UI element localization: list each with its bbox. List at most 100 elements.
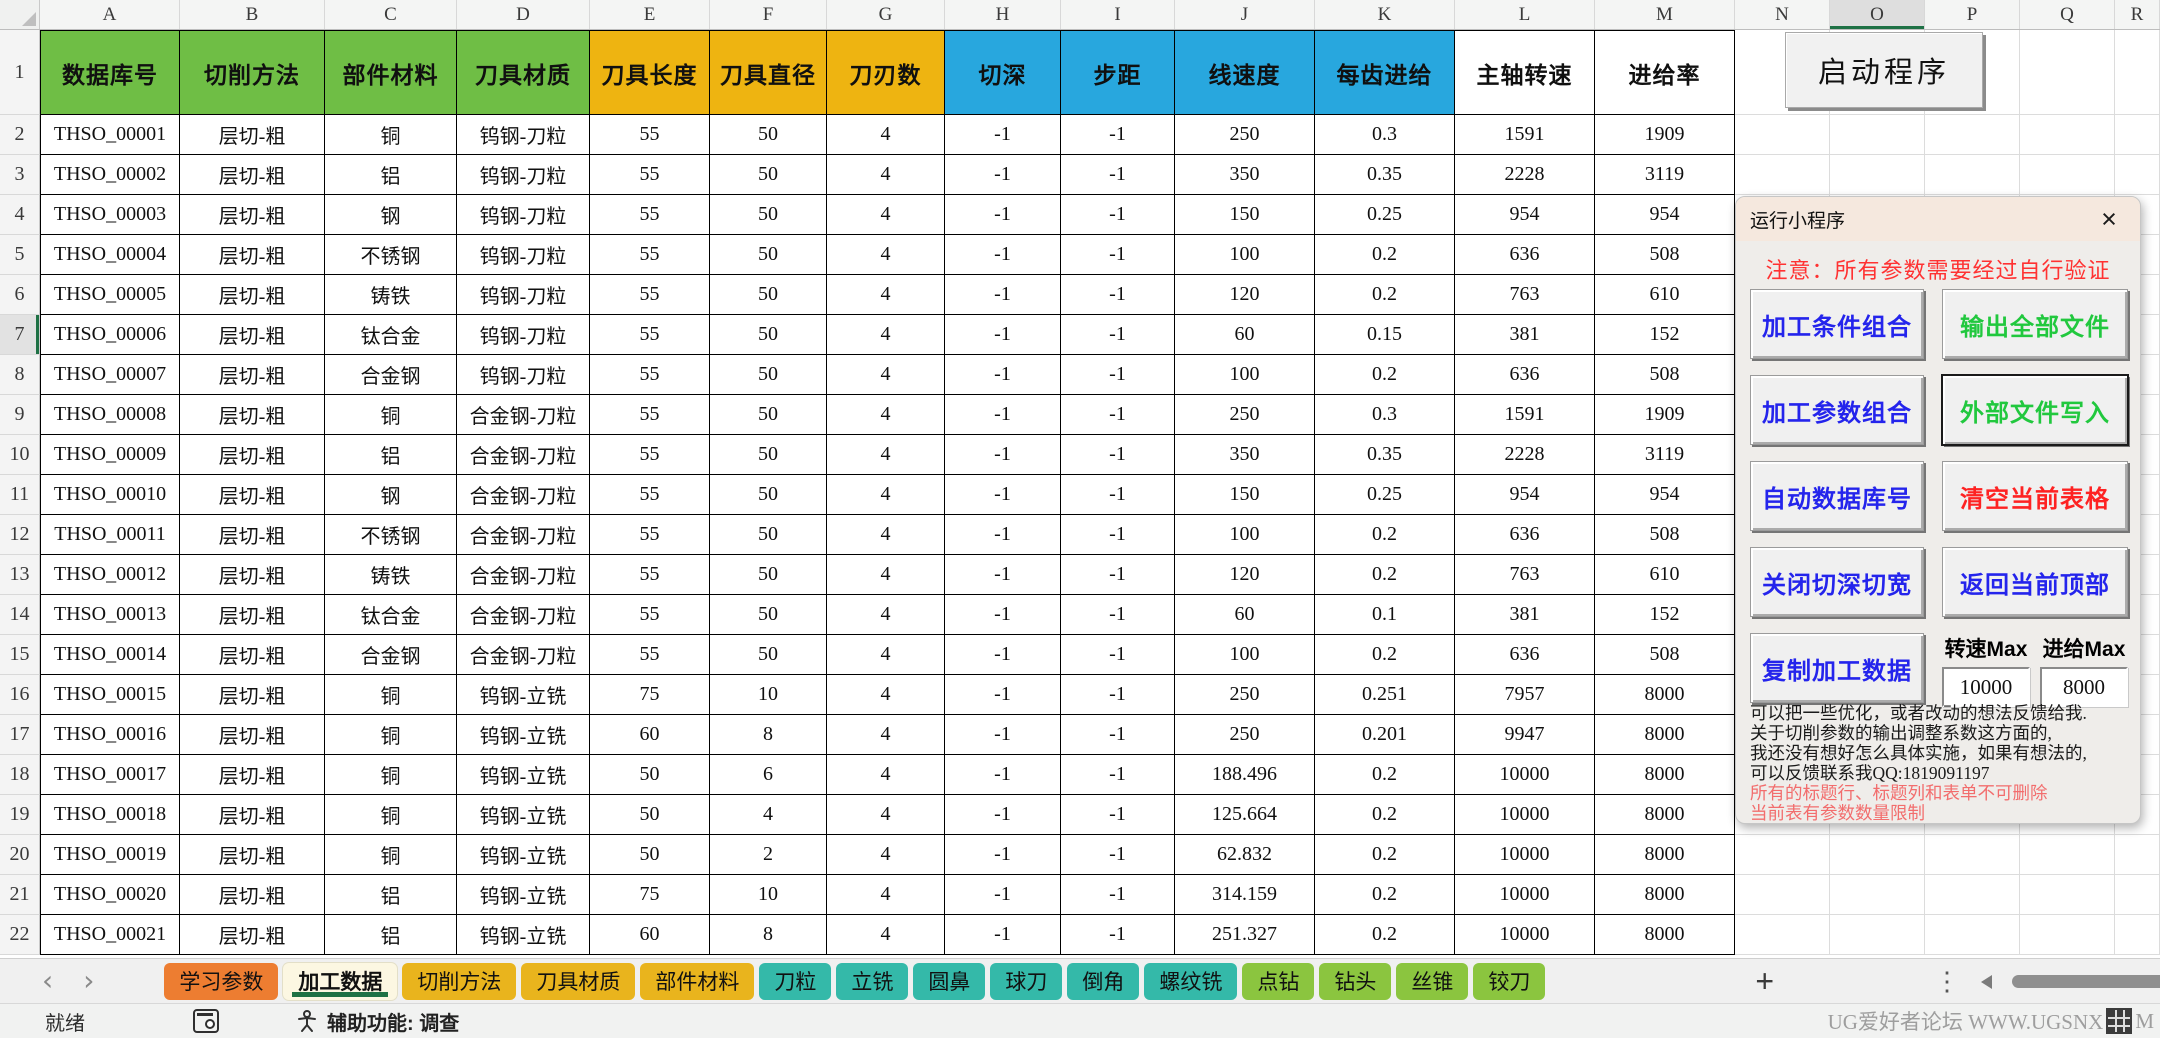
empty-cell[interactable] — [2115, 155, 2160, 195]
cell[interactable]: 4 — [827, 595, 945, 635]
empty-cell[interactable] — [2115, 115, 2160, 155]
cell[interactable]: 50 — [710, 195, 827, 235]
cell[interactable]: 钛合金 — [325, 595, 457, 635]
empty-cell[interactable] — [2020, 155, 2115, 195]
cell[interactable]: 0.2 — [1315, 355, 1455, 395]
cell[interactable]: 层切-粗 — [180, 755, 325, 795]
row-header-17[interactable]: 17 — [0, 715, 40, 755]
sheet-tab-部件材料[interactable]: 部件材料 — [640, 962, 755, 1000]
cell[interactable]: 100 — [1175, 515, 1315, 555]
dialog-button[interactable]: 输出全部文件 — [1942, 289, 2128, 359]
cell[interactable]: 251.327 — [1175, 915, 1315, 955]
cell[interactable]: 0.2 — [1315, 235, 1455, 275]
cell[interactable]: 铜 — [325, 115, 457, 155]
cell[interactable]: 50 — [710, 235, 827, 275]
cell[interactable]: 合金钢 — [325, 635, 457, 675]
cell[interactable]: -1 — [1061, 395, 1175, 435]
cell[interactable]: 层切-粗 — [180, 875, 325, 915]
cell[interactable]: 0.2 — [1315, 875, 1455, 915]
header-cell[interactable]: 步距 — [1061, 30, 1175, 115]
cell[interactable]: 954 — [1455, 195, 1595, 235]
cell[interactable]: 50 — [710, 435, 827, 475]
cell[interactable]: 钨钢-立铣 — [457, 715, 590, 755]
empty-cell[interactable] — [2020, 875, 2115, 915]
more-options-icon[interactable]: ⋮ — [1934, 965, 1960, 996]
cell[interactable]: 100 — [1175, 235, 1315, 275]
cell[interactable]: 钨钢-立铣 — [457, 835, 590, 875]
row-header-19[interactable]: 19 — [0, 795, 40, 835]
cell[interactable]: 314.159 — [1175, 875, 1315, 915]
sheet-tab-丝锥[interactable]: 丝锥 — [1396, 962, 1469, 1000]
empty-cell[interactable] — [2115, 30, 2160, 115]
empty-cell[interactable] — [1735, 115, 1830, 155]
cell[interactable]: 0.2 — [1315, 555, 1455, 595]
cell[interactable]: 钨钢-刀粒 — [457, 275, 590, 315]
column-header-Q[interactable]: Q — [2020, 0, 2115, 29]
cell[interactable]: 250 — [1175, 715, 1315, 755]
cell[interactable]: 合金钢 — [325, 355, 457, 395]
cell[interactable]: 60 — [1175, 315, 1315, 355]
cell[interactable]: 层切-粗 — [180, 315, 325, 355]
sheet-tab-立铣[interactable]: 立铣 — [836, 962, 909, 1000]
cell[interactable]: THSO_00001 — [40, 115, 180, 155]
row-header-3[interactable]: 3 — [0, 155, 40, 195]
cell[interactable]: -1 — [945, 875, 1061, 915]
cell[interactable]: THSO_00003 — [40, 195, 180, 235]
empty-cell[interactable] — [1925, 155, 2020, 195]
cell[interactable]: THSO_00010 — [40, 475, 180, 515]
cell[interactable]: 7957 — [1455, 675, 1595, 715]
column-header-A[interactable]: A — [40, 0, 180, 29]
cell[interactable]: -1 — [945, 315, 1061, 355]
cell[interactable]: 55 — [590, 355, 710, 395]
cell[interactable]: 55 — [590, 395, 710, 435]
cell[interactable]: 610 — [1595, 555, 1735, 595]
cell[interactable]: 50 — [710, 275, 827, 315]
cell[interactable]: THSO_00005 — [40, 275, 180, 315]
header-cell[interactable]: 数据库号 — [40, 30, 180, 115]
cell[interactable]: 954 — [1455, 475, 1595, 515]
cell[interactable]: 508 — [1595, 635, 1735, 675]
column-header-G[interactable]: G — [827, 0, 945, 29]
cell[interactable]: 636 — [1455, 355, 1595, 395]
dialog-button[interactable]: 自动数据库号 — [1750, 461, 1924, 531]
cell[interactable]: THSO_00017 — [40, 755, 180, 795]
cell[interactable]: 4 — [827, 515, 945, 555]
empty-cell[interactable] — [1925, 115, 2020, 155]
select-all-corner[interactable] — [0, 0, 40, 29]
cell[interactable]: 75 — [590, 875, 710, 915]
cell[interactable]: 4 — [827, 795, 945, 835]
cell[interactable]: 4 — [827, 835, 945, 875]
cell[interactable]: THSO_00020 — [40, 875, 180, 915]
cell[interactable]: 55 — [590, 435, 710, 475]
cell[interactable]: 层切-粗 — [180, 195, 325, 235]
cell[interactable]: 4 — [827, 755, 945, 795]
cell[interactable]: THSO_00013 — [40, 595, 180, 635]
hscroll-thumb[interactable] — [2012, 975, 2160, 988]
header-cell[interactable]: 部件材料 — [325, 30, 457, 115]
empty-cell[interactable] — [1925, 875, 2020, 915]
cell[interactable]: 10 — [710, 675, 827, 715]
column-header-O[interactable]: O — [1830, 0, 1925, 29]
header-cell[interactable]: 线速度 — [1175, 30, 1315, 115]
cell[interactable]: 763 — [1455, 275, 1595, 315]
cell[interactable]: 0.2 — [1315, 835, 1455, 875]
cell[interactable]: 8 — [710, 715, 827, 755]
cell[interactable]: -1 — [945, 355, 1061, 395]
cell[interactable]: 4 — [827, 395, 945, 435]
empty-cell[interactable] — [1925, 915, 2020, 955]
cell[interactable]: 350 — [1175, 155, 1315, 195]
row-header-15[interactable]: 15 — [0, 635, 40, 675]
cell[interactable]: THSO_00008 — [40, 395, 180, 435]
cell[interactable]: -1 — [1061, 595, 1175, 635]
row-header-9[interactable]: 9 — [0, 395, 40, 435]
cell[interactable]: -1 — [945, 635, 1061, 675]
cell[interactable]: 508 — [1595, 355, 1735, 395]
cell[interactable]: 层切-粗 — [180, 435, 325, 475]
empty-cell[interactable] — [1735, 875, 1830, 915]
cell[interactable]: 350 — [1175, 435, 1315, 475]
row-header-4[interactable]: 4 — [0, 195, 40, 235]
cell[interactable]: -1 — [1061, 475, 1175, 515]
empty-cell[interactable] — [1735, 835, 1830, 875]
cell[interactable]: 4 — [827, 275, 945, 315]
column-header-B[interactable]: B — [180, 0, 325, 29]
